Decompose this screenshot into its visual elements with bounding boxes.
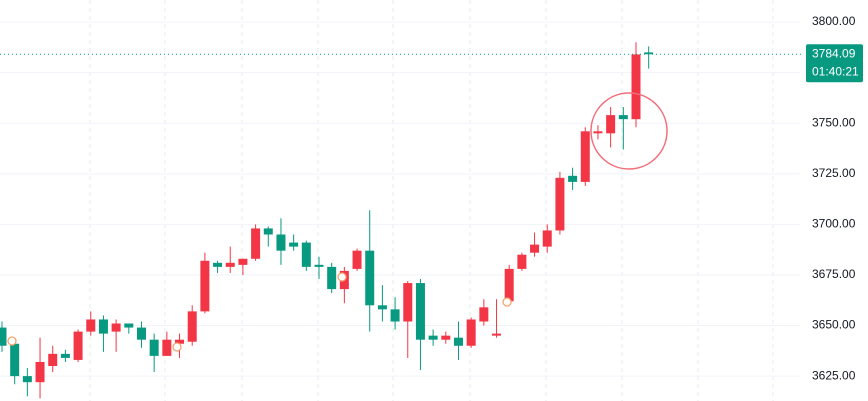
event-marker[interactable] (502, 297, 512, 307)
y-tick-label: 3650.00 (812, 318, 856, 332)
candle-body (149, 339, 159, 356)
candle-body (162, 339, 172, 356)
y-tick-label: 3700.00 (812, 217, 856, 231)
candle-body (479, 307, 489, 322)
event-marker[interactable] (172, 342, 182, 352)
candle-body (568, 175, 578, 182)
candle-body (289, 242, 299, 247)
candle-body (517, 254, 527, 269)
y-tick-label: 3675.00 (812, 267, 856, 281)
candle-body (644, 52, 654, 55)
candle-body (390, 309, 400, 322)
last-price-box (806, 44, 863, 83)
candle-body (428, 335, 438, 340)
candle-body (580, 131, 590, 182)
candle-body (403, 283, 413, 322)
candle-body (453, 337, 463, 346)
candle-body (555, 177, 565, 231)
candle-body (352, 250, 362, 269)
candle-body (22, 376, 32, 383)
candle-body (504, 268, 514, 302)
candle-body (48, 353, 58, 366)
candle-body (542, 230, 552, 247)
y-tick-label: 3800.00 (812, 14, 856, 28)
candle-body (492, 333, 502, 336)
y-tick-label: 3625.00 (812, 368, 856, 382)
candle-body (111, 323, 121, 332)
candle-body (124, 323, 134, 328)
last-price-label: 3784.09 (812, 46, 856, 60)
candle-body (200, 260, 210, 312)
candle-body (73, 331, 83, 360)
candle-body (301, 242, 311, 267)
candle-body (365, 250, 375, 306)
candle-body (466, 319, 476, 346)
candle-body (251, 228, 261, 259)
candle-body (187, 311, 197, 342)
candle-body (593, 131, 603, 134)
candle-body (618, 115, 628, 120)
candle-body (35, 361, 45, 383)
candle-body (263, 228, 273, 235)
candle-body (327, 266, 337, 290)
candle-body (238, 258, 248, 265)
candle-body (213, 262, 223, 267)
highlight-circle (590, 92, 668, 170)
countdown-label: 01:40:21 (812, 64, 859, 78)
candle-body (415, 283, 425, 340)
candle-body (276, 234, 286, 251)
candle-body (441, 335, 451, 340)
candle-body (86, 319, 96, 332)
candle-body (60, 353, 70, 358)
candle-body (377, 305, 387, 310)
candle-body (225, 262, 235, 267)
event-marker[interactable] (7, 336, 17, 346)
candle-body (0, 327, 7, 346)
event-marker[interactable] (337, 272, 347, 282)
y-tick-label: 3750.00 (812, 115, 856, 129)
candle-body (175, 339, 185, 344)
candle-body (530, 244, 540, 253)
candle-body (136, 327, 146, 340)
y-tick-label: 3725.00 (812, 166, 856, 180)
candle-body (98, 319, 108, 334)
candle-body (631, 54, 641, 120)
candle-body (606, 115, 616, 134)
candle-body (314, 264, 324, 267)
candle-body (10, 343, 20, 377)
vertical-grid (89, 0, 774, 401)
